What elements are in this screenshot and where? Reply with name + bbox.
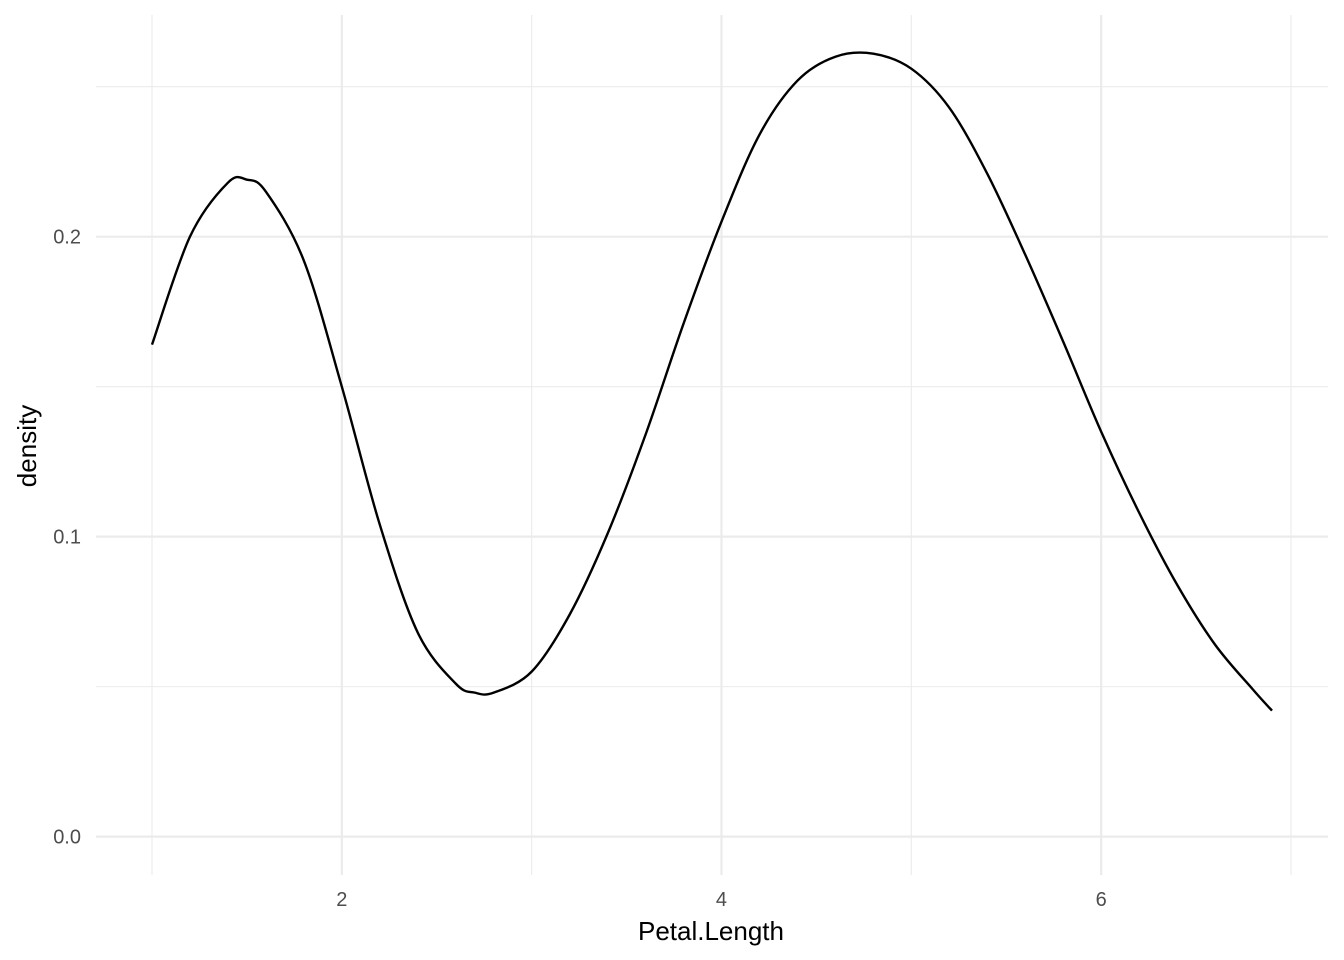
- x-tick-label: 2: [336, 889, 347, 911]
- x-axis-title: Petal.Length: [638, 916, 784, 946]
- y-tick-label: 0.1: [53, 527, 81, 549]
- y-axis-title: density: [12, 405, 42, 487]
- minor-gridlines: [96, 15, 1328, 875]
- density-line: [150, 51, 1273, 712]
- y-axis-tick-labels: 0.0 0.1 0.2: [53, 227, 81, 849]
- y-tick-label: 0.2: [53, 227, 81, 249]
- major-gridlines: [96, 15, 1328, 875]
- x-tick-label: 4: [716, 889, 727, 911]
- x-tick-label: 6: [1096, 889, 1107, 911]
- series-layer: [150, 51, 1273, 712]
- y-tick-label: 0.0: [53, 827, 81, 849]
- x-axis-tick-labels: 2 4 6: [336, 889, 1106, 911]
